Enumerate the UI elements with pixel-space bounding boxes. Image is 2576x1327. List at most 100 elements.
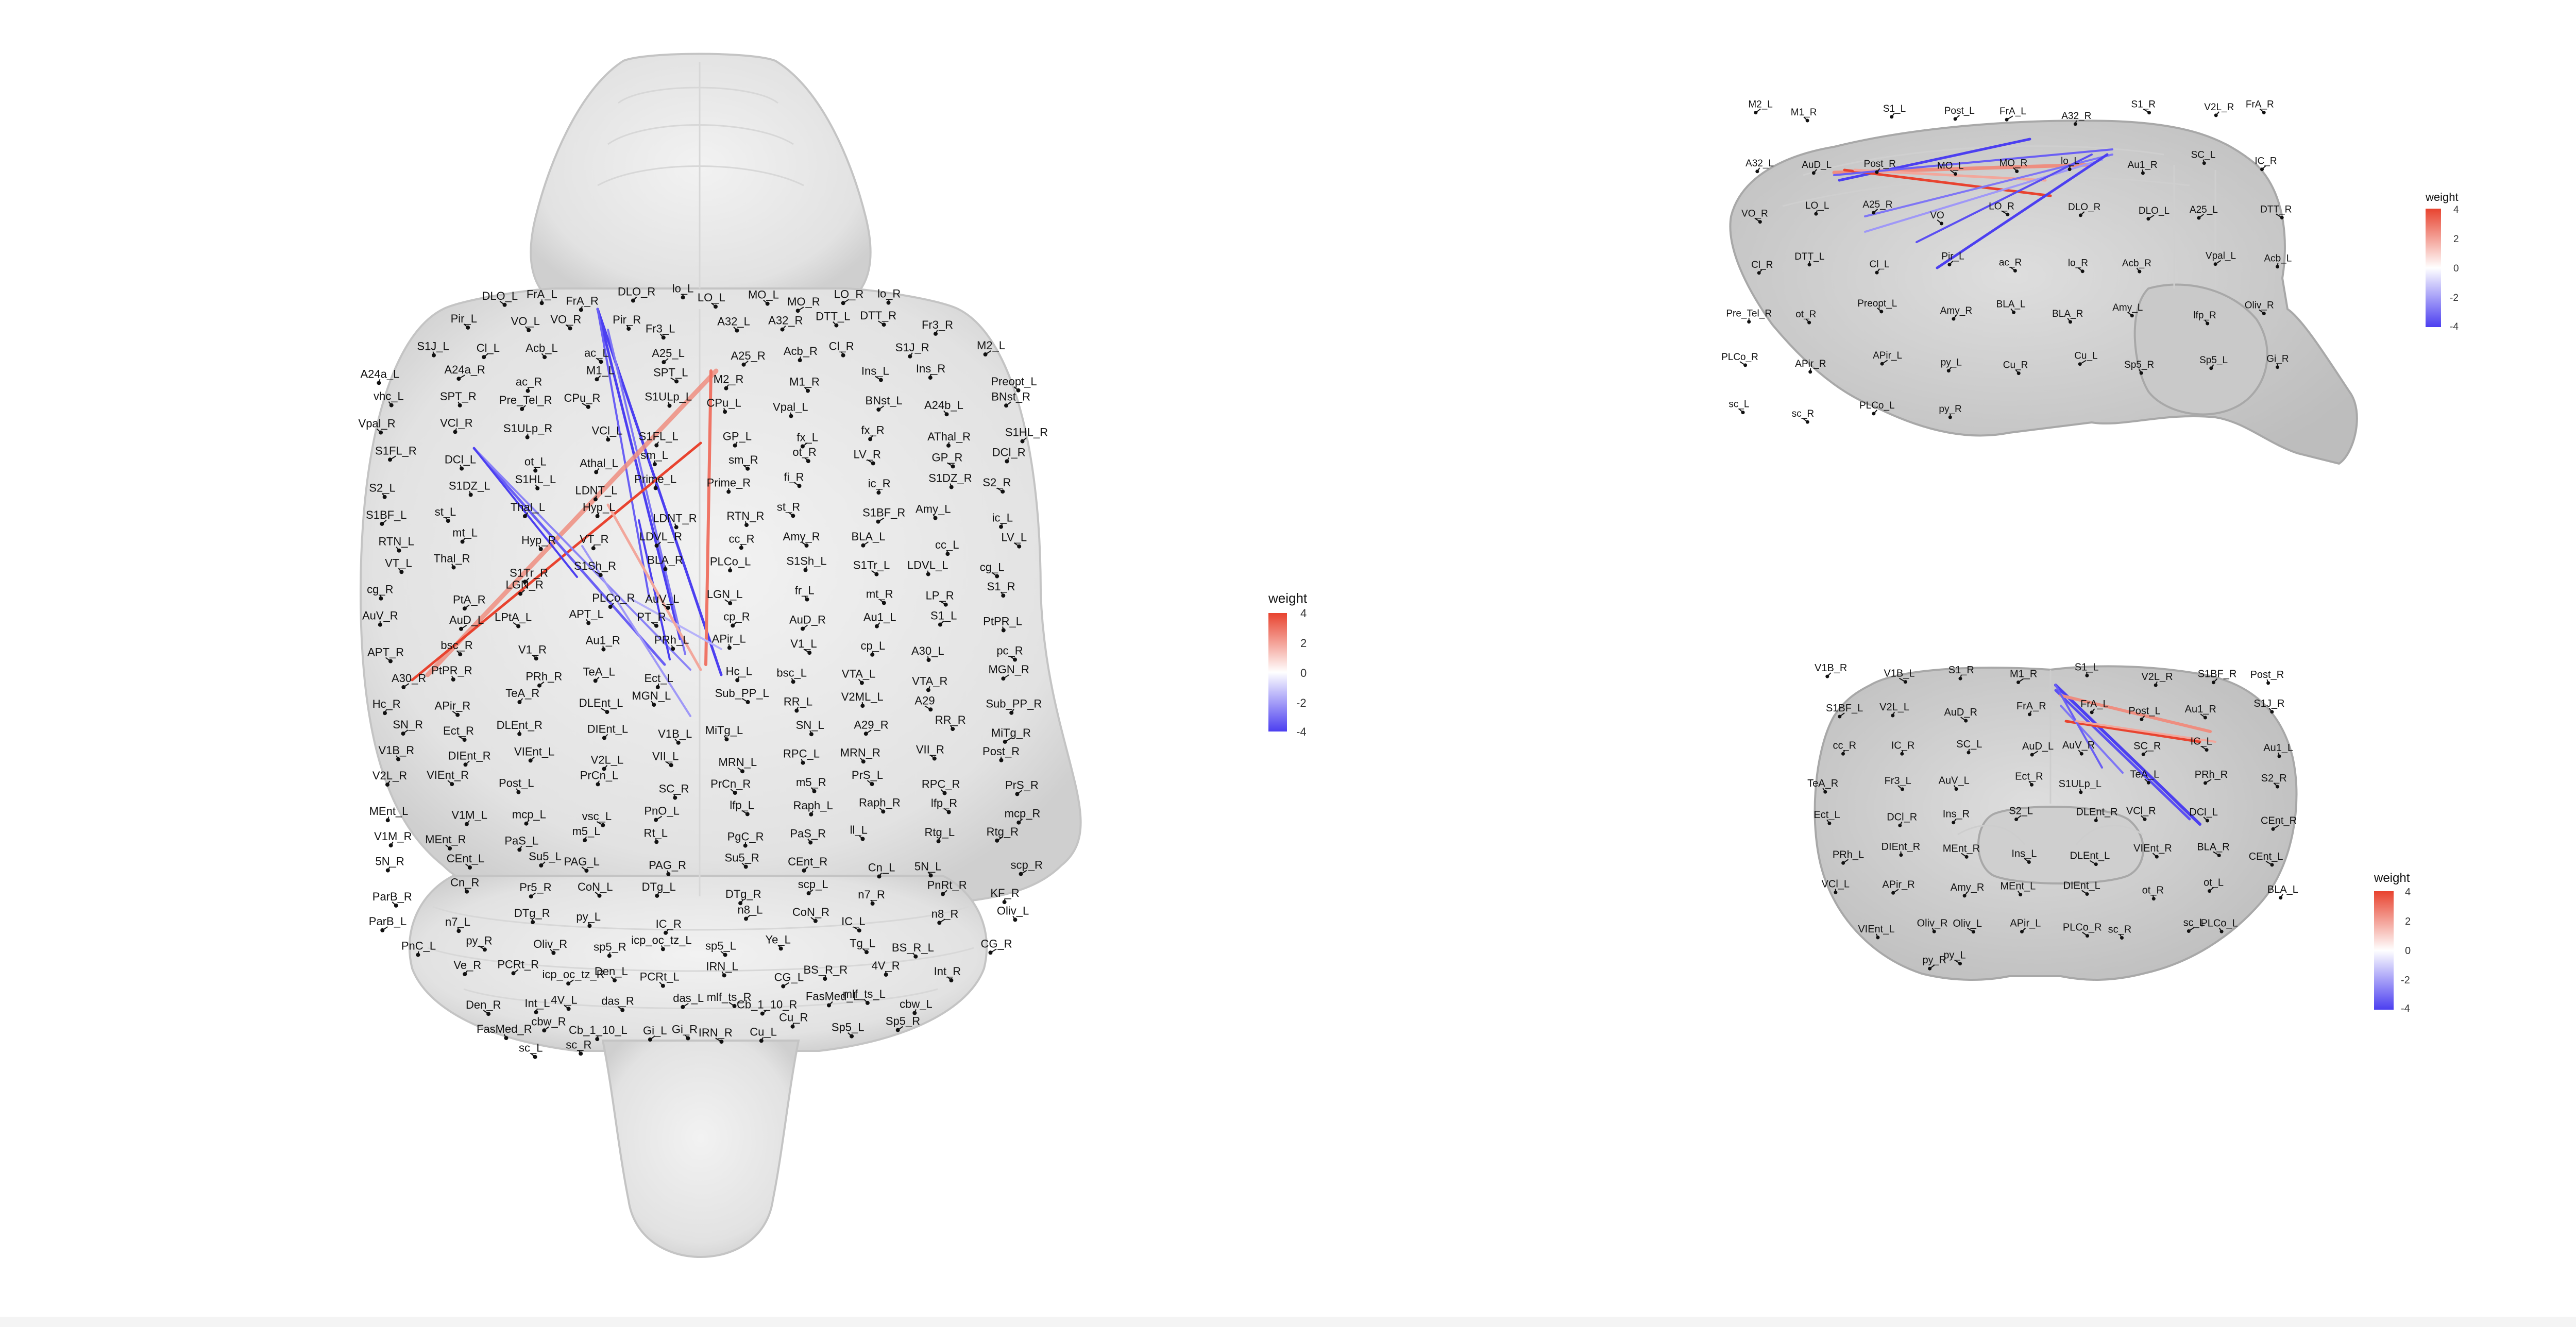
node-label-leader	[2143, 750, 2148, 755]
node-label: fr_L	[795, 584, 815, 597]
node-label: Fr3_L	[646, 322, 675, 335]
node-label-leader	[730, 567, 731, 571]
node-label: MEnt_L	[369, 805, 409, 818]
node-label-leader	[1006, 457, 1010, 462]
node-label: LV_R	[853, 448, 880, 461]
node-label: py_R	[1922, 955, 1946, 966]
node-label-leader	[457, 927, 460, 931]
node-label-leader	[914, 1009, 917, 1013]
node-label: cbw_R	[531, 1015, 566, 1028]
node-label: PLCo_L	[2200, 917, 2238, 929]
node-label: S2_L	[369, 482, 395, 495]
sagittal-surface-texture	[1782, 145, 2216, 288]
node-label: Au1_R	[2185, 704, 2216, 715]
node-label-leader	[1960, 717, 1967, 721]
node-label-leader	[1813, 169, 1817, 174]
node-point	[525, 435, 530, 439]
node-label-leader	[783, 982, 789, 987]
node-label: CEnt_L	[447, 852, 484, 865]
node-label: DLEnt_R	[497, 719, 543, 731]
node-label: Tg_L	[850, 937, 875, 949]
node-label: sc_L	[2183, 917, 2205, 929]
legend-tick: 4	[2405, 887, 2411, 898]
node-label-leader	[1020, 870, 1027, 875]
node-label-leader	[396, 755, 399, 760]
node-label: LP_R	[926, 589, 954, 602]
node-label: ac_L	[584, 346, 609, 359]
node-label-leader	[392, 901, 397, 906]
node-label-leader	[777, 944, 782, 949]
coronal-connection-edges	[2054, 684, 2216, 826]
node-label-leader	[2268, 708, 2273, 712]
node-label-leader	[875, 376, 882, 381]
node-label: S1_L	[930, 609, 957, 622]
node-label: cbw_L	[900, 997, 933, 1010]
node-label: S1FL_L	[639, 430, 679, 443]
node-label: S1_R	[1948, 665, 1974, 676]
node-label-leader	[396, 547, 400, 551]
node-label: sc_L	[1728, 399, 1749, 410]
node-label-leader	[1018, 818, 1023, 823]
node-label-leader	[867, 780, 873, 785]
node-label-leader	[460, 465, 463, 469]
node-label: ParB_R	[372, 890, 412, 903]
node-label: Fr3_R	[922, 318, 953, 331]
node-label-leader	[743, 361, 749, 365]
node-label-leader	[2188, 927, 2195, 932]
node-label-leader	[519, 698, 523, 703]
node-label: SC_L	[1956, 739, 1982, 750]
node-label-leader	[927, 686, 930, 690]
node-label-leader	[469, 491, 471, 495]
node-label: vhc_L	[374, 390, 404, 403]
node-label: sp5_L	[705, 940, 736, 952]
node-label: Den_L	[595, 965, 628, 978]
node-label: A25_L	[652, 347, 685, 360]
node-label-leader	[2204, 319, 2208, 324]
node-label: MRN_R	[840, 746, 880, 759]
node-label: Vpal_R	[359, 417, 396, 430]
node-label: VO_L	[511, 315, 540, 328]
node-point	[526, 388, 530, 393]
legend-tick: 0	[2453, 263, 2459, 274]
node-label-leader	[596, 821, 603, 826]
node-label: IRN_L	[706, 960, 738, 973]
node-label: scp_R	[1011, 859, 1043, 872]
node-label: Post_L	[2128, 705, 2160, 717]
node-label: CG_L	[774, 971, 804, 984]
node-label: RR_L	[784, 695, 812, 708]
node-label-leader	[2127, 312, 2132, 316]
node-label: lo_L	[2061, 156, 2079, 167]
node-label: BLA_L	[851, 530, 885, 543]
node-label-leader	[656, 441, 659, 446]
node-label: VIEnt_L	[514, 745, 554, 758]
node-label-leader	[1901, 750, 1904, 754]
node-label: S1ULp_R	[503, 422, 552, 435]
node-label-leader	[878, 489, 880, 493]
sagittal-node-labels: M2_L M1_R S1_L Post_L FrA_L A32_R S1_R V2L_R FrA…	[1721, 99, 2292, 419]
node-label: S1_R	[2131, 99, 2156, 110]
node-label-leader	[740, 544, 742, 548]
node-label: FasMed_R	[477, 1023, 532, 1035]
node-label: SPT_L	[653, 366, 688, 379]
node-label-leader	[2024, 858, 2029, 863]
node-label: S1Tr_L	[853, 559, 890, 572]
node-label: V1B_R	[378, 744, 414, 757]
node-label-leader	[732, 621, 737, 626]
node-label: CPu_R	[564, 392, 600, 404]
node-label-leader	[871, 570, 877, 575]
node-label: IC_R	[656, 917, 682, 930]
node-label: S1J_R	[2253, 698, 2284, 709]
node-label: LV_L	[1001, 531, 1027, 544]
sagittal-node-points	[1738, 108, 2284, 424]
node-label-leader	[463, 324, 468, 328]
node-label-leader	[1876, 268, 1880, 273]
node-label-leader	[464, 970, 468, 975]
node-label: AThal_R	[927, 430, 971, 443]
node-label: BLA_R	[647, 554, 683, 567]
node-label: Sp5_L	[2199, 355, 2228, 366]
node-label: Cu_R	[2003, 360, 2028, 371]
node-label: VIEnt_R	[427, 769, 469, 781]
node-label-leader	[445, 517, 449, 521]
node-label-leader	[2021, 927, 2026, 932]
node-label-leader	[584, 836, 587, 841]
